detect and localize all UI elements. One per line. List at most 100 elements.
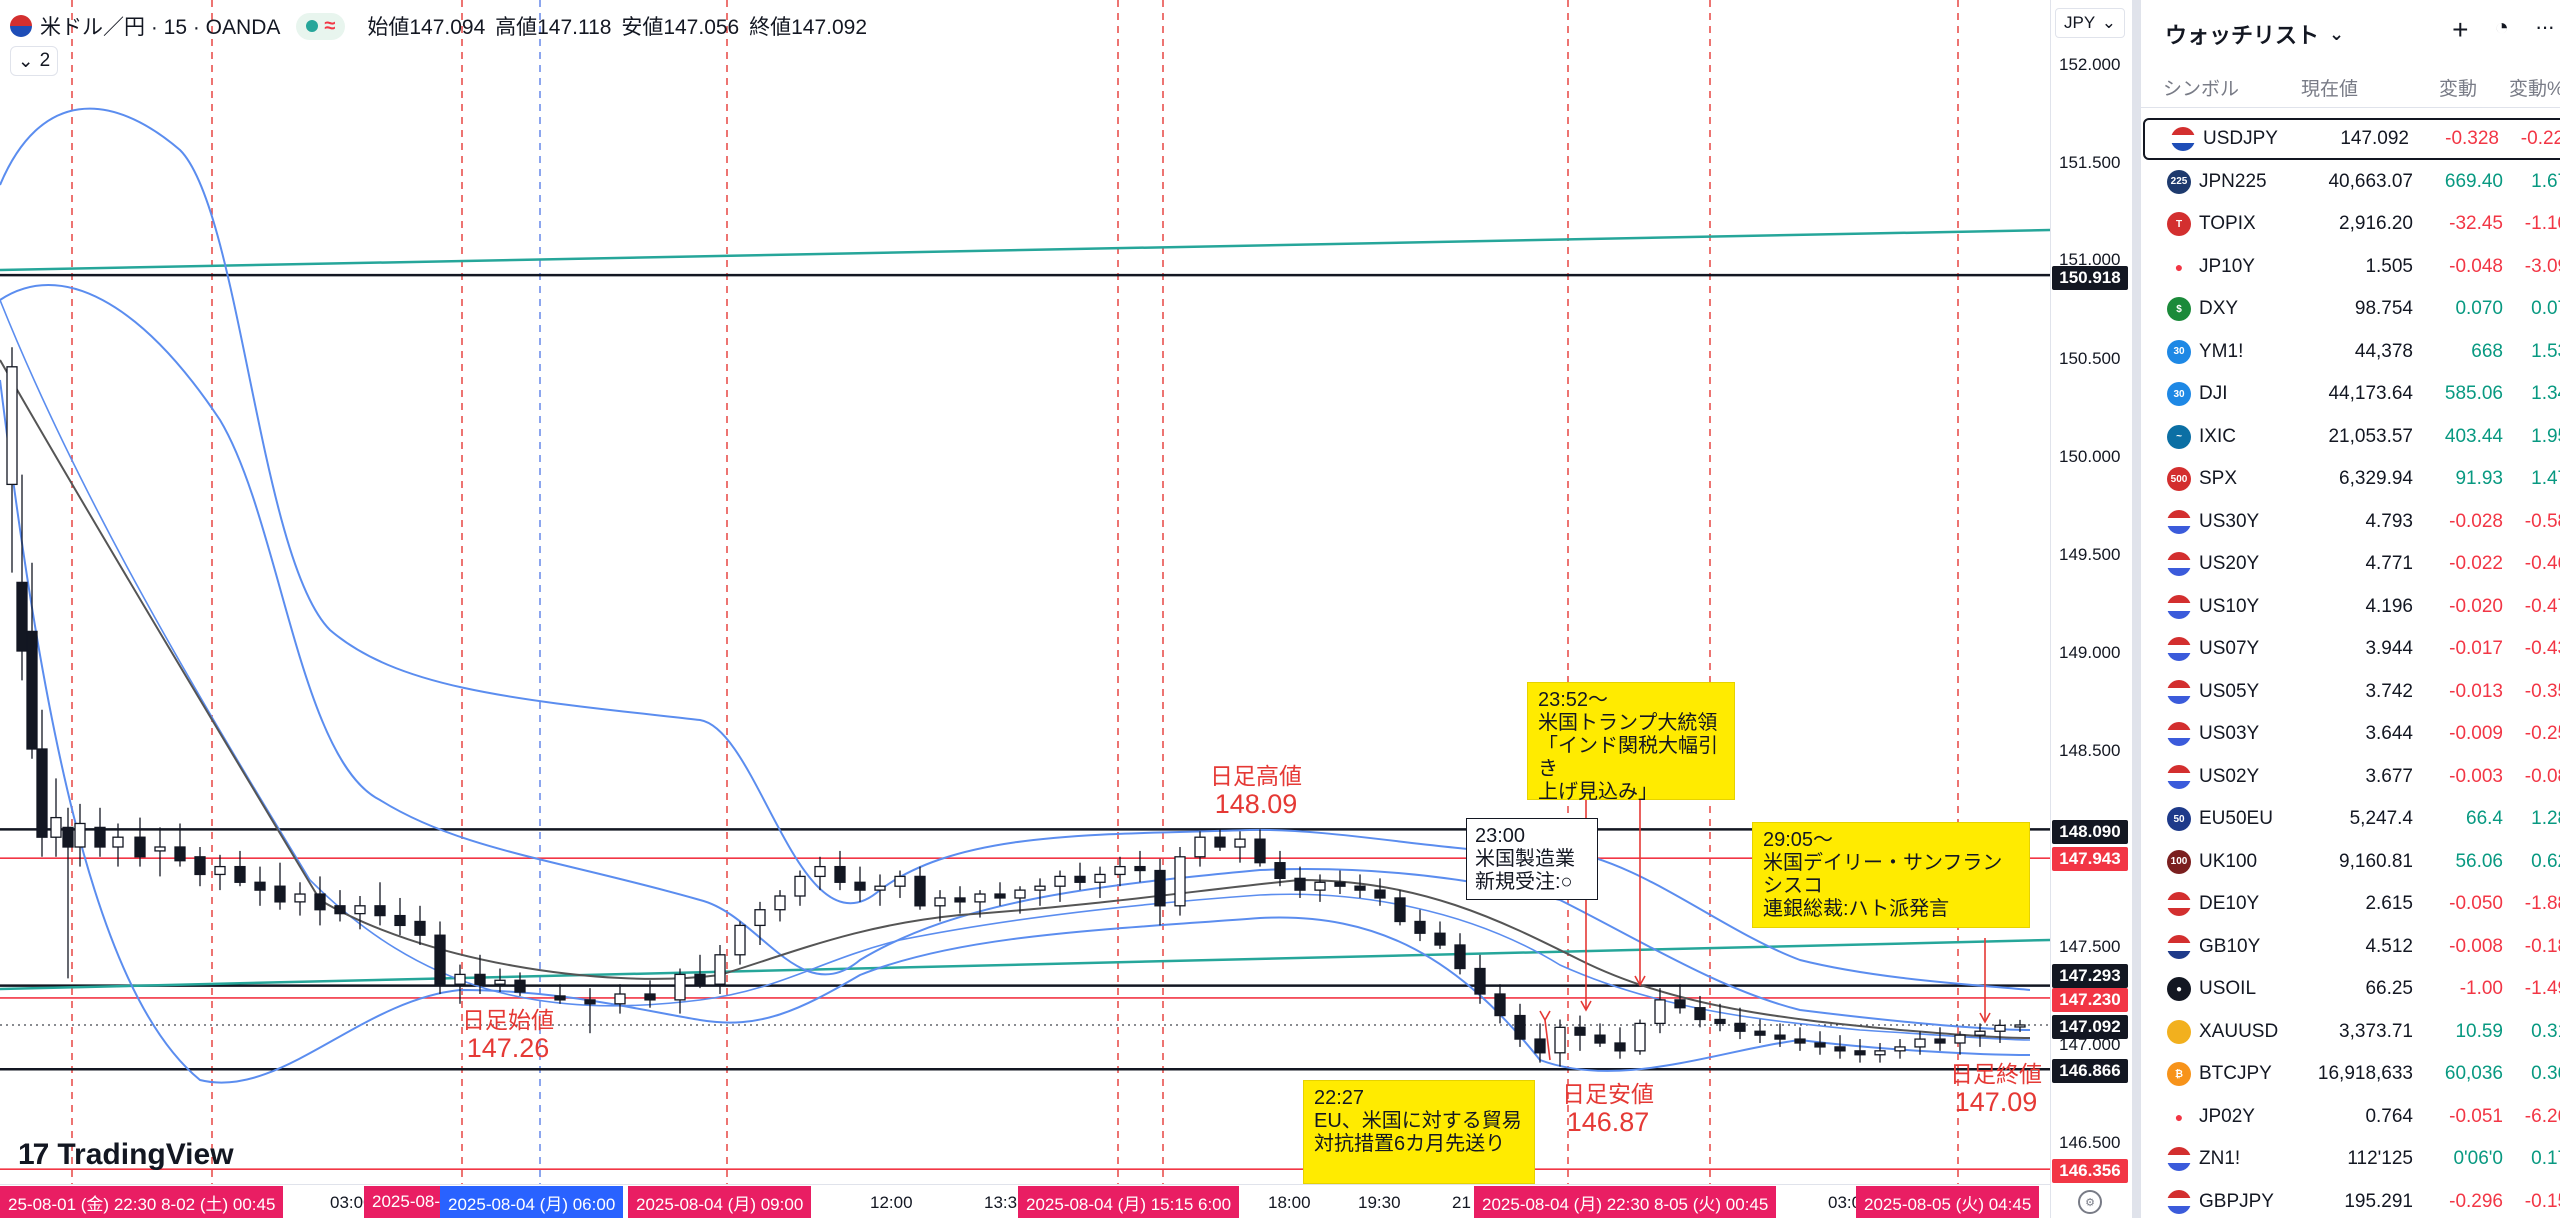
wave-icon: ≈ bbox=[324, 14, 336, 37]
chevron-down-icon: ⌄ bbox=[2329, 23, 2345, 44]
watchlist-row-us03y[interactable]: US03Y 3.644 -0.009 -0.25% bbox=[2141, 713, 2560, 755]
watchlist-row-de10y[interactable]: DE10Y 2.615 -0.050 -1.88% bbox=[2141, 883, 2560, 925]
watchlist-row-us02y[interactable]: US02Y 3.677 -0.003 -0.08% bbox=[2141, 756, 2560, 798]
watchlist-row-dji[interactable]: 30 DJI 44,173.64 585.06 1.34% bbox=[2141, 373, 2560, 415]
time-tick-3: 13:3 bbox=[984, 1193, 1018, 1212]
note-factory-orders[interactable]: 23:00 米国製造業 新規受注:○ bbox=[1466, 818, 1598, 900]
candle-body bbox=[1714, 1018, 1726, 1025]
chart-canvas[interactable] bbox=[0, 0, 2050, 1184]
candle-body bbox=[254, 881, 266, 891]
watchlist-row-topix[interactable]: T TOPIX 2,916.20 -32.45 -1.10% bbox=[2141, 203, 2560, 245]
candle-body bbox=[1634, 1022, 1646, 1052]
watchlist-row-jp02y[interactable]: ● JP02Y 0.764 -0.051 -6.26% bbox=[2141, 1096, 2560, 1138]
watchlist-row-usdjpy[interactable]: USDJPY 147.092 -0.328 -0.22% bbox=[2143, 118, 2560, 160]
add-symbol-icon[interactable]: + bbox=[2452, 14, 2469, 45]
watchlist-row-xauusd[interactable]: XAUUSD 3,373.71 10.59 0.31% bbox=[2141, 1011, 2560, 1053]
us-flag-icon bbox=[2167, 679, 2191, 704]
time-axis[interactable]: 25-08-01 (金) 22:30 8-02 (土) 00:45 03:00 … bbox=[0, 1184, 2050, 1218]
candle-body bbox=[1574, 1026, 1586, 1036]
daily-close-value: 147.09 bbox=[1954, 1087, 2038, 1117]
col-change-pct[interactable]: 変動% bbox=[2509, 79, 2560, 100]
price-tick: 149.500 bbox=[2059, 545, 2121, 564]
watchlist-last: 4.196 bbox=[2365, 595, 2413, 617]
watchlist-symbol: US03Y bbox=[2199, 723, 2260, 744]
indicator-collapse-button[interactable]: ⌄ 2 bbox=[10, 46, 58, 76]
time-highlight-5: 2025-08-04 (月) 15:15 6:00 bbox=[1018, 1186, 1240, 1218]
watchlist-row-zn1![interactable]: ZN1! 112'125 0'06'0 0.17% bbox=[2141, 1138, 2560, 1180]
candle-body bbox=[994, 893, 1006, 899]
candle-body bbox=[1554, 1026, 1566, 1054]
candle-body bbox=[714, 954, 726, 985]
col-last[interactable]: 現在値 bbox=[2301, 79, 2359, 100]
watchlist-row-uk100[interactable]: 100 UK100 9,160.81 56.06 0.62% bbox=[2141, 841, 2560, 883]
watchlist-row-spx[interactable]: 500 SPX 6,329.94 91.93 1.47% bbox=[2141, 458, 2560, 500]
watchlist-change-pct: -0.47% bbox=[2524, 595, 2560, 617]
50-badge-icon: 50 bbox=[2167, 807, 2191, 831]
watchlist-symbol: US20Y bbox=[2199, 553, 2260, 574]
more-options-icon[interactable]: ··· bbox=[2535, 14, 2555, 39]
nasdaq-badge-icon: ~ bbox=[2167, 424, 2191, 449]
watchlist-last: 44,173.64 bbox=[2328, 383, 2413, 404]
watchlist-row-ym1![interactable]: 30 YM1! 44,378 668 1.53% bbox=[2141, 331, 2560, 373]
watchlist-row-usoil[interactable]: ● USOIL 66.25 -1.00 -1.49% bbox=[2141, 968, 2560, 1010]
currency-select[interactable]: JPY ⌄ bbox=[2055, 8, 2125, 38]
watchlist-row-jp10y[interactable]: ● JP10Y 1.505 -0.048 -3.09% bbox=[2141, 246, 2560, 288]
watchlist-row-us07y[interactable]: US07Y 3.944 -0.017 -0.43% bbox=[2141, 628, 2560, 670]
candle-body bbox=[50, 816, 62, 838]
chart-settings-icon[interactable]: ⚙ bbox=[2078, 1190, 2102, 1214]
candle-body bbox=[1934, 1038, 1946, 1044]
low-value: 安値147.056 bbox=[621, 16, 740, 39]
time-highlight-2: 2025-08- bbox=[364, 1186, 449, 1218]
market-status-pill[interactable]: ≈ bbox=[296, 12, 346, 40]
note-fed-daly-dovish[interactable]: 29:05～ 米国デイリー・サンフランシスコ 連銀総裁:ハト派発言 bbox=[1752, 822, 2030, 928]
note-eu-countermeasures[interactable]: 22:27 EU、米国に対する貿易 対抗措置6カ月先送り bbox=[1303, 1080, 1535, 1184]
moving-average bbox=[0, 359, 2031, 1039]
watchlist-symbol: JP02Y bbox=[2199, 1105, 2255, 1127]
trendline-upper bbox=[0, 228, 2050, 272]
watchlist-symbol: DE10Y bbox=[2199, 893, 2260, 914]
watchlist-symbol: GB10Y bbox=[2199, 935, 2261, 957]
arrow-head bbox=[1979, 1012, 1991, 1024]
daily-close-label: 日足終値 147.09 bbox=[1950, 1060, 2042, 1116]
candle-body bbox=[314, 893, 326, 911]
time-highlight-1: 25-08-01 (金) 22:30 8-02 (土) 00:45 bbox=[0, 1186, 284, 1218]
watchlist-change-pct: 1.47% bbox=[2531, 468, 2560, 489]
tradingview-logo[interactable]: 17 TradingView bbox=[18, 1138, 234, 1172]
watchlist-row-us05y[interactable]: US05Y 3.742 -0.013 -0.35% bbox=[2141, 671, 2560, 713]
watchlist-row-dxy[interactable]: $ DXY 98.754 0.070 0.07% bbox=[2141, 288, 2560, 330]
watchlist-last: 98.754 bbox=[2354, 298, 2413, 319]
col-change[interactable]: 変動 bbox=[2439, 79, 2478, 100]
candle-body bbox=[814, 865, 826, 878]
candle-body bbox=[1234, 838, 1246, 848]
col-symbol[interactable]: シンボル bbox=[2163, 79, 2240, 100]
time-highlight-7: 2025-08-05 (火) 04:45 bbox=[1856, 1186, 2040, 1218]
advanced-view-icon[interactable]: ◔ bbox=[2494, 14, 2510, 41]
daily-low-label: 日足安値 146.87 bbox=[1562, 1080, 1654, 1136]
watchlist-row-eu50eu[interactable]: 50 EU50EU 5,247.4 66.4 1.28% bbox=[2141, 798, 2560, 840]
watchlist-title[interactable]: ウォッチリスト ⌄ bbox=[2165, 18, 2344, 50]
candle-body bbox=[2014, 1024, 2026, 1028]
price-label-150918: 150.918 bbox=[2052, 266, 2128, 290]
candle-body bbox=[174, 846, 186, 862]
watchlist-change-pct: 0.62% bbox=[2531, 850, 2560, 872]
band-upper bbox=[0, 107, 2031, 991]
watchlist-row-btcjpy[interactable]: ₿ BTCJPY 16,918,633 60,036 0.36% bbox=[2141, 1053, 2560, 1095]
candle-body bbox=[1834, 1046, 1846, 1052]
note-trump-india-tariff[interactable]: 23:52～ 米国トランプ大統領 「インド関税大幅引き 上げ見込み」 bbox=[1527, 682, 1735, 803]
symbol-title[interactable]: 米ドル／円 · 15 · OANDA bbox=[40, 16, 281, 39]
price-label-148090: 148.090 bbox=[2052, 820, 2128, 844]
watchlist-row-us10y[interactable]: US10Y 4.196 -0.020 -0.47% bbox=[2141, 586, 2560, 628]
candle-body bbox=[1474, 967, 1486, 995]
watchlist-row-us30y[interactable]: US30Y 4.793 -0.028 -0.58% bbox=[2141, 501, 2560, 543]
watchlist-change: -0.020 bbox=[2449, 595, 2503, 617]
watchlist-row-gb10y[interactable]: GB10Y 4.512 -0.008 -0.18% bbox=[2141, 926, 2560, 968]
watchlist-row-us20y[interactable]: US20Y 4.771 -0.022 -0.46% bbox=[2141, 543, 2560, 585]
candle-body bbox=[1954, 1034, 1966, 1044]
watchlist-row-gbpjpy[interactable]: GBPJPY 195.291 -0.296 -0.15% bbox=[2141, 1181, 2560, 1218]
price-chart[interactable]: 米ドル／円 · 15 · OANDA ≈ 始値147.094 高値147.118… bbox=[0, 0, 2050, 1218]
candle-body bbox=[1414, 920, 1426, 934]
panel-divider[interactable] bbox=[2132, 0, 2140, 1218]
watchlist-row-jpn225[interactable]: 225 JPN225 40,663.07 669.40 1.67% bbox=[2141, 161, 2560, 203]
watchlist-row-ixic[interactable]: ~ IXIC 21,053.57 403.44 1.95% bbox=[2141, 416, 2560, 458]
chart-legend: 米ドル／円 · 15 · OANDA ≈ 始値147.094 高値147.118… bbox=[10, 10, 871, 42]
